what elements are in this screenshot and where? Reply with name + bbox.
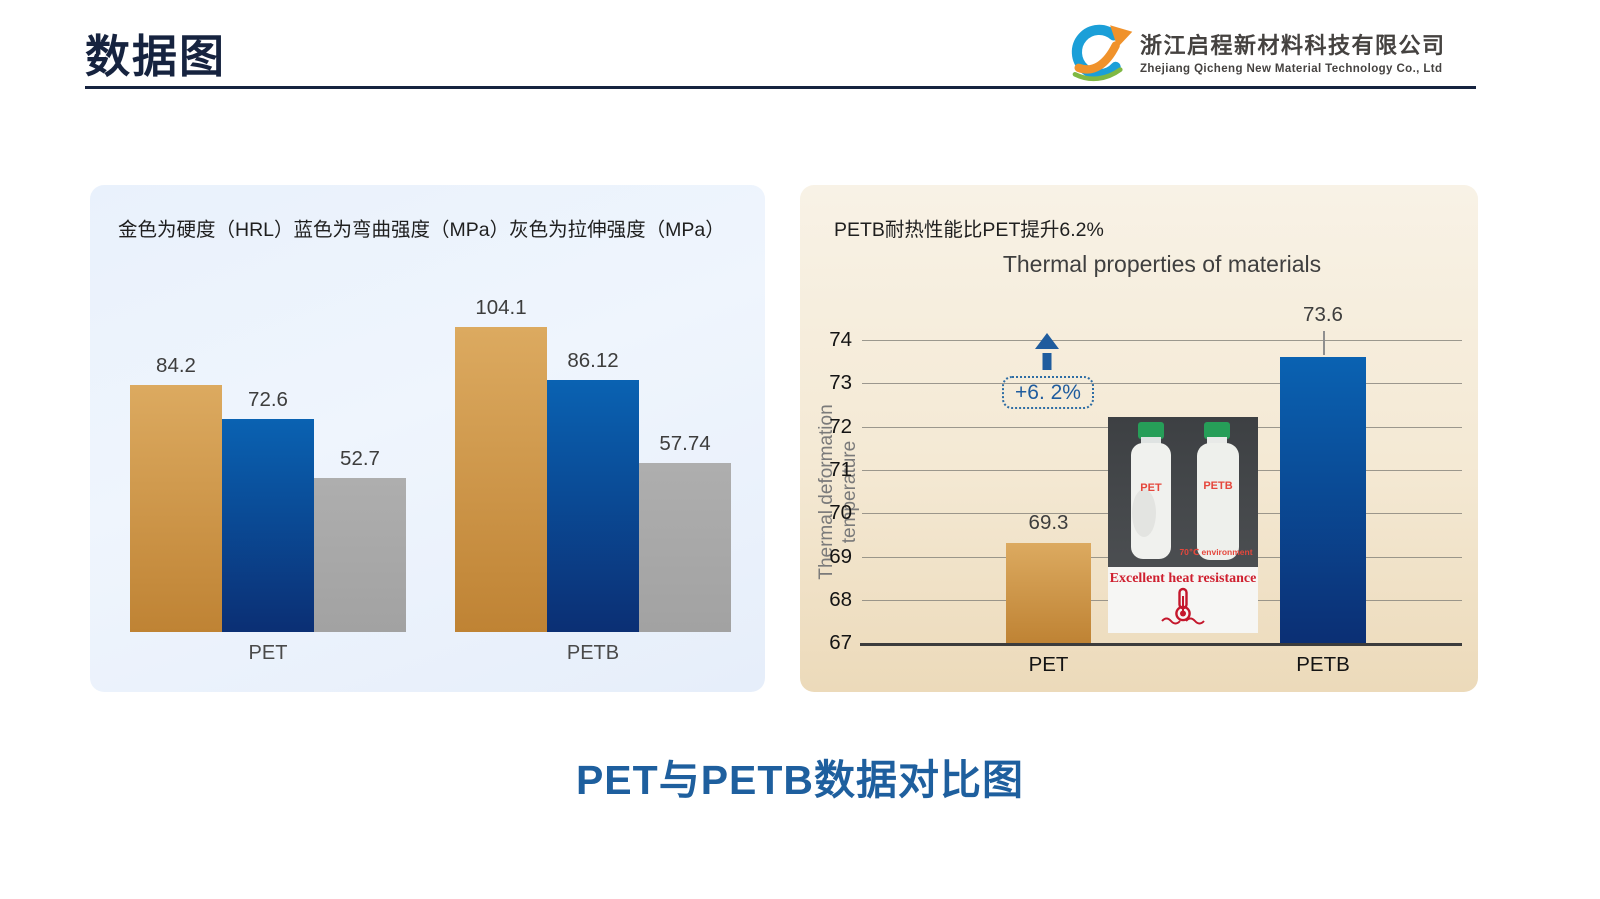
thermometer-icon xyxy=(1161,587,1205,625)
y-axis-label-line2: temperature xyxy=(839,440,860,544)
bar-value-label: 57.74 xyxy=(659,432,711,455)
y-tick-label-74: 74 xyxy=(829,328,852,351)
company-name-cn: 浙江启程新材料科技有限公司 xyxy=(1140,33,1446,58)
gridline-74 xyxy=(862,340,1462,341)
x-axis-label-pet: PET xyxy=(1028,653,1069,676)
thermal-properties-panel: PETB耐热性能比PET提升6.2% Thermal properties of… xyxy=(800,185,1478,692)
x-axis-label-petb: PETB xyxy=(566,642,620,664)
increase-annotation: +6. 2% xyxy=(1002,376,1094,409)
x-axis-line xyxy=(860,643,1462,646)
x-axis-label-petb: PETB xyxy=(1296,653,1350,676)
bar-pet xyxy=(1006,543,1091,643)
increase-arrow-icon xyxy=(1035,333,1059,370)
logo-text: 浙江启程新材料科技有限公司 Zhejiang Qicheng New Mater… xyxy=(1140,28,1446,75)
logo-q-arrow-icon xyxy=(1071,24,1133,82)
bottle-left-label: PET xyxy=(1140,482,1162,494)
y-tick-label-72: 72 xyxy=(829,415,852,438)
company-logo: 浙江启程新材料科技有限公司 Zhejiang Qicheng New Mater… xyxy=(1062,22,1446,84)
y-tick-label-70: 70 xyxy=(829,501,852,524)
bar-petb-gold xyxy=(455,327,547,632)
bar-value-label: 73.6 xyxy=(1303,303,1343,326)
bar-petb xyxy=(1280,357,1366,643)
heat-resistance-strip: Excellent heat resistance xyxy=(1108,568,1258,633)
right-chart-title: Thermal properties of materials xyxy=(1002,251,1322,277)
left-chart-caption: 金色为硬度（HRL）蓝色为弯曲强度（MPa）灰色为拉伸强度（MPa） xyxy=(118,219,725,241)
right-chart-caption: PETB耐热性能比PET提升6.2% xyxy=(834,219,1104,241)
y-tick-label-73: 73 xyxy=(829,371,852,394)
bar-value-label: 72.6 xyxy=(248,388,288,411)
bar-value-label: 69.3 xyxy=(1028,511,1069,534)
bottles-photo: PET PETB 70℃ environment xyxy=(1108,417,1258,567)
bar-value-label: 52.7 xyxy=(340,447,380,470)
bar-pet-gold xyxy=(130,385,222,632)
value-leader-line xyxy=(1323,331,1325,355)
bar-petb-blue xyxy=(547,380,639,632)
comparison-title: PET与PETB数据对比图 xyxy=(575,757,1025,803)
company-name-en: Zhejiang Qicheng New Material Technology… xyxy=(1140,63,1443,75)
y-tick-label-67: 67 xyxy=(829,631,852,654)
y-tick-label-69: 69 xyxy=(829,545,852,568)
y-tick-label-68: 68 xyxy=(829,588,852,611)
bar-pet-gray xyxy=(314,478,406,632)
bar-pet-blue xyxy=(222,419,314,632)
bar-value-label: 86.12 xyxy=(567,349,619,372)
page-title: 数据图 xyxy=(85,31,227,82)
environment-text: 70℃ environment xyxy=(1179,547,1252,557)
header-divider xyxy=(85,86,1476,89)
bar-petb-gray xyxy=(639,463,731,632)
bottle-cap xyxy=(1138,422,1164,439)
x-axis-label-pet: PET xyxy=(248,642,288,664)
y-tick-label-71: 71 xyxy=(829,458,852,481)
heat-resistance-photo-card: PET PETB 70℃ environment Excellent heat … xyxy=(1108,417,1258,633)
bottle-cap xyxy=(1204,422,1230,439)
bar-value-label: 104.1 xyxy=(475,296,527,319)
bottle-right-label: PETB xyxy=(1203,480,1232,492)
gridline-73 xyxy=(862,383,1462,384)
bar-value-label: 84.2 xyxy=(156,354,196,377)
mechanical-properties-panel: 金色为硬度（HRL）蓝色为弯曲强度（MPa）灰色为拉伸强度（MPa） 84.2 7… xyxy=(90,185,765,692)
heat-resistance-caption: Excellent heat resistance xyxy=(1109,571,1257,586)
